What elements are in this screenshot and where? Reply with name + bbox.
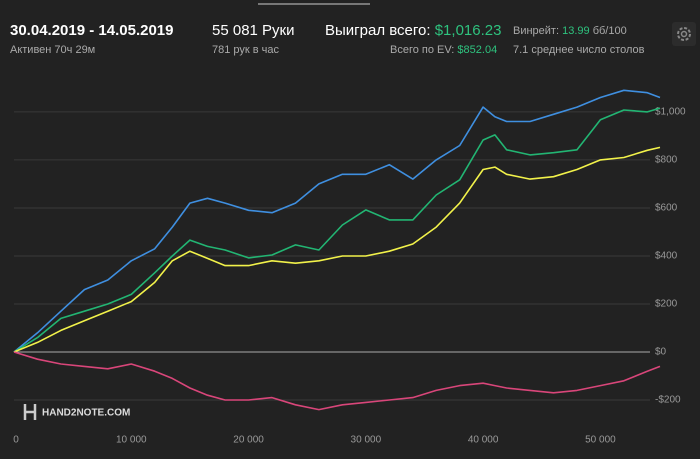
series-line bbox=[13, 146, 661, 353]
tables: 7.1 среднее число столов bbox=[513, 44, 645, 56]
ev-label: Всего по EV: bbox=[390, 44, 454, 56]
x-tick-label: 40 000 bbox=[468, 435, 499, 446]
y-tick-label: $0 bbox=[655, 347, 667, 358]
x-tick-label: 0 bbox=[13, 435, 19, 446]
won-total: Выиграл всего: $1,016.23 bbox=[325, 22, 501, 39]
ev-total: Всего по EV: $852.04 bbox=[390, 44, 497, 56]
x-tick-label: 10 000 bbox=[116, 435, 147, 446]
x-tick-label: 30 000 bbox=[351, 435, 382, 446]
logo: HAND2NOTE.COM bbox=[23, 404, 130, 420]
hands-per-hour: 781 рук в час bbox=[212, 44, 280, 56]
y-tick-label: -$200 bbox=[655, 395, 681, 406]
hands: 55 081 Руки bbox=[212, 22, 295, 39]
winrate-unit: бб/100 bbox=[593, 25, 627, 37]
y-tick-label: $1,000 bbox=[655, 107, 686, 118]
active-time: Активен 70ч 29м bbox=[10, 44, 95, 56]
ev-value: $852.04 bbox=[457, 44, 497, 56]
winrate: Винрейт: 13.99 бб/100 bbox=[513, 25, 627, 37]
y-tick-label: $200 bbox=[655, 299, 678, 310]
series-line bbox=[13, 351, 661, 411]
won-value: $1,016.23 bbox=[435, 22, 502, 39]
series-line bbox=[13, 107, 661, 353]
winrate-label: Винрейт: bbox=[513, 25, 559, 37]
settings-button[interactable] bbox=[672, 22, 696, 46]
series-line bbox=[13, 89, 661, 353]
y-tick-label: $600 bbox=[655, 203, 678, 214]
logo-text: HAND2NOTE.COM bbox=[42, 408, 130, 419]
winrate-value: 13.99 bbox=[562, 25, 590, 37]
x-tick-label: 50 000 bbox=[585, 435, 616, 446]
y-tick-label: $400 bbox=[655, 251, 678, 262]
y-tick-label: $800 bbox=[655, 155, 678, 166]
period: 30.04.2019 - 14.05.2019 bbox=[10, 22, 173, 39]
x-tick-label: 20 000 bbox=[233, 435, 264, 446]
won-label: Выиграл всего: bbox=[325, 22, 431, 39]
